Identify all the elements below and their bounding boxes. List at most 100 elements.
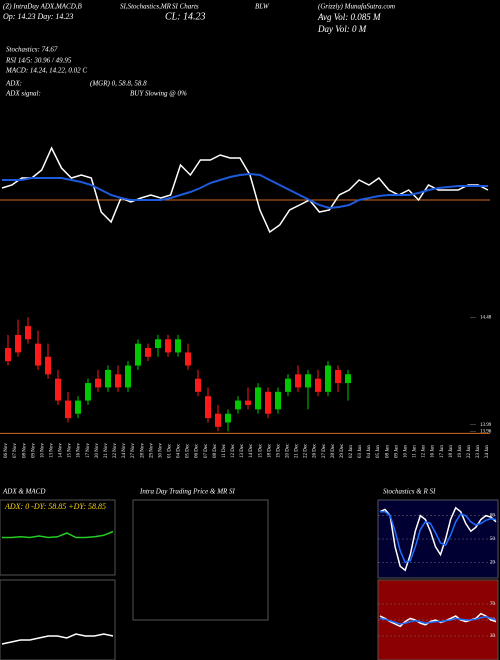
x-tick-label: 24 Nov xyxy=(122,443,127,458)
candle-body xyxy=(145,348,151,357)
candle-body xyxy=(265,391,271,414)
candle-body xyxy=(165,339,171,353)
x-tick-label: 19 Dec xyxy=(276,443,281,458)
day-volume: Day Vol: 0 M xyxy=(317,24,367,34)
series-line xyxy=(2,172,488,210)
candle-body xyxy=(5,348,11,362)
panel-label: ADX: 0 -DY: 58.85 +DY: 58.85 xyxy=(4,502,106,511)
candle-body xyxy=(15,334,21,353)
y-tick-label: 20 xyxy=(490,561,496,566)
candle-body xyxy=(345,374,351,384)
x-tick-label: 14 Dec xyxy=(249,443,254,458)
x-tick-label: 17 Nov xyxy=(86,443,91,458)
candle-body xyxy=(45,356,51,375)
candle-body xyxy=(135,343,141,366)
x-tick-label: 09 Jan xyxy=(394,445,399,458)
x-tick-label: 13 Dec xyxy=(240,443,245,458)
y-tick-label: 13.99 xyxy=(480,423,492,428)
adx-value: (MGR) 0, 58.8, 58.8 xyxy=(90,80,147,88)
x-tick-label: 11 Dec xyxy=(222,443,227,458)
panel xyxy=(132,499,269,621)
y-tick-label: 80 xyxy=(490,514,496,519)
y-tick-label: 13.96 xyxy=(480,429,492,434)
x-tick-label: 07 Dec xyxy=(204,443,209,458)
x-tick-label: 15 Nov xyxy=(68,443,73,458)
x-tick-label: 10 Nov xyxy=(40,443,45,458)
x-tick-label: 06 Nov xyxy=(4,443,9,458)
x-tick-label: 22 Jan xyxy=(467,445,472,458)
candle-body xyxy=(235,400,241,410)
x-tick-label: 16 Nov xyxy=(77,443,82,458)
open-price: Op: 14.23 Day: 14.23 xyxy=(3,12,73,21)
x-tick-label: 20 Dec xyxy=(285,443,290,458)
adx-signal: BUY Slowing @ 0% xyxy=(130,90,187,98)
avg-volume: Avg Vol: 0.085 M xyxy=(317,12,381,22)
candle-body xyxy=(85,383,91,401)
adx-label: ADX: xyxy=(5,80,22,88)
candle-body xyxy=(295,374,301,388)
x-tick-label: 22 Nov xyxy=(113,443,118,458)
candle-body xyxy=(325,365,331,392)
panel xyxy=(0,579,116,660)
x-tick-label: 16 Jan xyxy=(431,445,436,458)
candle-body xyxy=(245,400,251,405)
x-tick-label: 28 Dec xyxy=(331,443,336,458)
x-tick-label: 07 Nov xyxy=(13,443,18,458)
stochastics-value: Stochastics: 74.67 xyxy=(6,46,58,54)
close-price: CL: 14.23 xyxy=(165,11,206,22)
x-tick-label: 10 Jan xyxy=(403,445,408,458)
y-tick-label: 70 xyxy=(490,602,496,607)
x-tick-label: 27 Nov xyxy=(131,443,136,458)
x-tick-label: 27 Dec xyxy=(322,443,327,458)
adx-signal-label: ADX signal: xyxy=(5,90,41,98)
header-text: (Z) IntraDay ADX,MACD,B xyxy=(3,3,83,11)
candle-body xyxy=(125,365,131,388)
x-tick-label: 24 Jan xyxy=(485,445,490,458)
panel-title: Intra Day Trading Price & MR SI xyxy=(139,488,236,496)
header-text: BLW xyxy=(255,3,270,11)
candle-body xyxy=(215,413,221,427)
x-tick-label: 04 Dec xyxy=(177,443,182,458)
x-tick-label: 02 Jan xyxy=(349,445,354,458)
candle-body xyxy=(35,343,41,366)
macd-value: MACD: 14.24, 14.22, 0.02 C xyxy=(5,67,87,75)
x-tick-label: 11 Jan xyxy=(413,445,418,458)
series-line xyxy=(380,510,497,564)
candle-body xyxy=(25,326,31,340)
x-tick-label: 29 Dec xyxy=(340,443,345,458)
x-tick-label: 15 Dec xyxy=(258,443,263,458)
header-text: (Grizzly) MunafaSutra.com xyxy=(318,3,395,11)
candle-body xyxy=(115,374,121,388)
rsi-value: RSI 14/5: 30.96 / 49.95 xyxy=(5,57,72,65)
candle-body xyxy=(205,396,211,419)
candle-body xyxy=(65,400,71,419)
x-tick-label: 14 Nov xyxy=(59,443,64,458)
candle-body xyxy=(75,400,81,414)
x-tick-label: 21 Nov xyxy=(104,443,109,458)
series-line xyxy=(379,506,497,572)
x-tick-label: 12 Dec xyxy=(231,443,236,458)
candle-body xyxy=(175,339,181,353)
y-tick-label: 14.48 xyxy=(480,316,492,321)
x-tick-label: 21 Dec xyxy=(295,443,300,458)
candle-body xyxy=(275,391,281,410)
panel-title: Stochastics & R SI xyxy=(383,488,436,496)
x-tick-label: 29 Nov xyxy=(149,443,154,458)
header-text: SI Charts xyxy=(172,3,199,11)
series-line xyxy=(1,633,114,645)
candle-body xyxy=(185,352,191,366)
x-tick-label: 12 Jan xyxy=(422,445,427,458)
y-tick-label: 50 xyxy=(490,537,496,542)
candle-body xyxy=(255,387,261,410)
x-tick-label: 03 Jan xyxy=(358,445,363,458)
candle-body xyxy=(155,339,161,349)
x-tick-label: 09 Nov xyxy=(31,443,36,458)
x-tick-label: 08 Nov xyxy=(22,443,27,458)
x-tick-label: 05 Jan xyxy=(376,445,381,458)
x-tick-label: 17 Jan xyxy=(440,445,445,458)
candle-body xyxy=(335,369,341,384)
x-tick-label: 28 Nov xyxy=(140,443,145,458)
x-tick-label: 01 Dec xyxy=(167,443,172,458)
